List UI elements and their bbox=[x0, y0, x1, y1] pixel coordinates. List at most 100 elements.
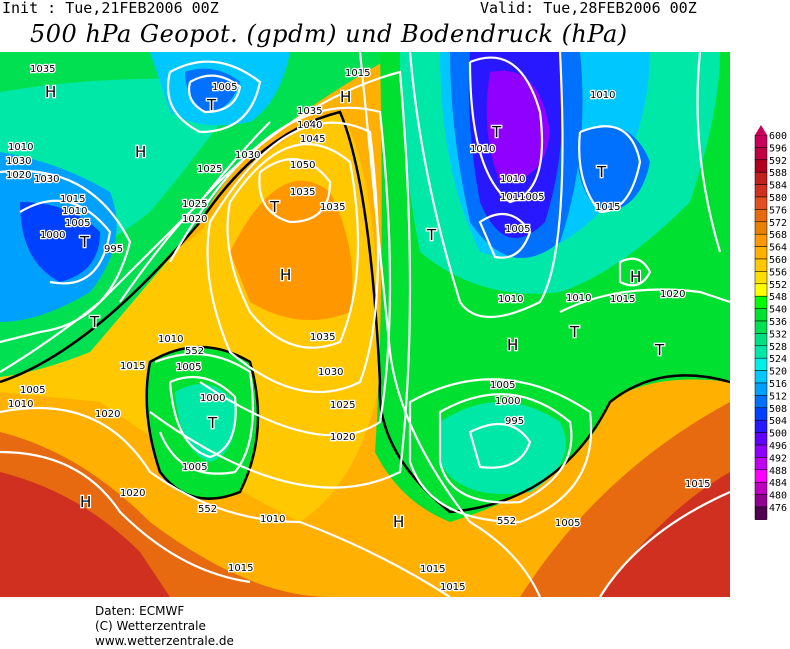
pressure-centers: H T H T H T T T T H T T H H T H T H bbox=[44, 82, 667, 533]
high-center: H bbox=[80, 493, 91, 511]
colorbar-label: 500 bbox=[769, 429, 787, 440]
colorbar-label: 524 bbox=[769, 354, 787, 365]
low-center: T bbox=[654, 341, 665, 359]
isobar-label: 1015 bbox=[610, 294, 635, 305]
low-center: T bbox=[569, 323, 580, 341]
isobar-label: 1010 bbox=[498, 294, 523, 305]
isobar-label: 1015 bbox=[595, 202, 620, 213]
isobar-label: 1020 bbox=[182, 214, 207, 225]
colorbar-swatch bbox=[754, 295, 768, 309]
isobar-label: 1005 bbox=[490, 380, 515, 391]
colorbar-label: 528 bbox=[769, 342, 787, 353]
colorbar: 6005965925885845805765725685645605565525… bbox=[754, 125, 787, 520]
isobar-label: 1000 bbox=[495, 396, 520, 407]
colorbar-swatch bbox=[754, 481, 768, 495]
colorbar-swatch bbox=[754, 407, 768, 421]
colorbar-label: 588 bbox=[769, 168, 787, 179]
isobar-label: 1005 bbox=[20, 385, 45, 396]
isobar-label: 1050 bbox=[290, 160, 315, 171]
high-center: H bbox=[280, 266, 291, 284]
colorbar-label: 512 bbox=[769, 391, 787, 402]
isobar-label: 1005 bbox=[505, 224, 530, 235]
isobar-label: 1035 bbox=[310, 332, 335, 343]
isobar-label: 1025 bbox=[330, 400, 355, 411]
colorbar-label: 480 bbox=[769, 491, 787, 502]
isobar-label: 1005 bbox=[555, 518, 580, 529]
low-center: T bbox=[207, 414, 218, 432]
colorbar-swatch bbox=[754, 308, 768, 322]
isobar-label: 1010 bbox=[470, 144, 495, 155]
colorbar-swatch bbox=[754, 209, 768, 223]
isobar-label: 1010 bbox=[500, 174, 525, 185]
valid-time: Valid: Tue,28FEB2006 00Z bbox=[480, 0, 697, 17]
colorbar-label: 596 bbox=[769, 143, 787, 154]
colorbar-label: 532 bbox=[769, 329, 787, 340]
colorbar-label: 568 bbox=[769, 230, 787, 241]
isobar-label: 1020 bbox=[95, 409, 120, 420]
colorbar-swatch bbox=[754, 147, 768, 161]
isobar-labels: 1035101010051035104010451050103510351030… bbox=[5, 63, 712, 595]
weather-map: H T H T H T T T T H T T H H T H T H 552 … bbox=[0, 52, 730, 597]
colorbar-label: 556 bbox=[769, 267, 787, 278]
colorbar-label: 516 bbox=[769, 379, 787, 390]
high-center: H bbox=[340, 88, 351, 106]
low-center: T bbox=[269, 198, 280, 216]
isobar-label: 1005 bbox=[182, 462, 207, 473]
isobar-label: 1040 bbox=[297, 120, 322, 131]
colorbar-label: 508 bbox=[769, 404, 787, 415]
colorbar-swatch bbox=[754, 457, 768, 471]
isobar-label: 1015 bbox=[60, 194, 85, 205]
colorbar-swatch bbox=[754, 419, 768, 433]
colorbar-swatch bbox=[754, 432, 768, 446]
colorbar-swatch bbox=[754, 258, 768, 272]
colorbar-label: 476 bbox=[769, 503, 787, 514]
colorbar-swatch bbox=[754, 357, 768, 371]
colorbar-label: 600 bbox=[769, 131, 787, 142]
isobar-label: 1025 bbox=[197, 164, 222, 175]
contour-label: 552 bbox=[497, 516, 516, 527]
isobar-label: 1020 bbox=[660, 289, 685, 300]
colorbar-label: 576 bbox=[769, 205, 787, 216]
high-center: H bbox=[507, 336, 518, 354]
high-center: H bbox=[630, 268, 641, 286]
isobar-label: 1010 bbox=[566, 293, 591, 304]
isobar-label: 1000 bbox=[40, 230, 65, 241]
isobar-label: 1010 bbox=[590, 90, 615, 101]
colorbar-min-arrow bbox=[755, 519, 767, 520]
colorbar-label: 540 bbox=[769, 305, 787, 316]
colorbar-label: 584 bbox=[769, 181, 787, 192]
data-source: Daten: ECMWF bbox=[95, 604, 185, 618]
colorbar-swatch bbox=[754, 134, 768, 148]
high-center: H bbox=[393, 513, 404, 531]
isobar-label: 1015 bbox=[120, 361, 145, 372]
isobar-label: 1000 bbox=[200, 393, 225, 404]
init-time: Init : Tue,21FEB2006 00Z bbox=[2, 0, 219, 17]
colorbar-label: 484 bbox=[769, 478, 787, 489]
colorbar-swatch bbox=[754, 345, 768, 359]
colorbar-swatch bbox=[754, 395, 768, 409]
colorbar-label: 580 bbox=[769, 193, 787, 204]
map-title: 500 hPa Geopot. (gpdm) und Bodendruck (h… bbox=[30, 20, 628, 48]
isobar-label: 1035 bbox=[30, 64, 55, 75]
colorbar-swatch bbox=[754, 444, 768, 458]
isobar-label: 995 bbox=[104, 244, 123, 255]
colorbar-swatch bbox=[754, 283, 768, 297]
colorbar-label: 560 bbox=[769, 255, 787, 266]
colorbar-swatch bbox=[754, 494, 768, 508]
colorbar-swatch bbox=[754, 196, 768, 210]
website: www.wetterzentrale.de bbox=[95, 634, 234, 648]
isobar-label: 1035 bbox=[290, 187, 315, 198]
colorbar-swatch bbox=[754, 221, 768, 235]
isobar-label: 1005 bbox=[65, 218, 90, 229]
colorbar-swatch bbox=[754, 469, 768, 483]
colorbar-swatch bbox=[754, 171, 768, 185]
isobar-label: 1020 bbox=[6, 170, 31, 181]
copyright: (C) Wetterzentrale bbox=[95, 619, 206, 633]
colorbar-label: 536 bbox=[769, 317, 787, 328]
isobar-label: 1015 bbox=[420, 564, 445, 575]
colorbar-label: 552 bbox=[769, 280, 787, 291]
contour-label: 552 bbox=[198, 504, 217, 515]
colorbar-swatch bbox=[754, 370, 768, 384]
isobar-label: 1045 bbox=[300, 134, 325, 145]
colorbar-swatch bbox=[754, 506, 768, 520]
